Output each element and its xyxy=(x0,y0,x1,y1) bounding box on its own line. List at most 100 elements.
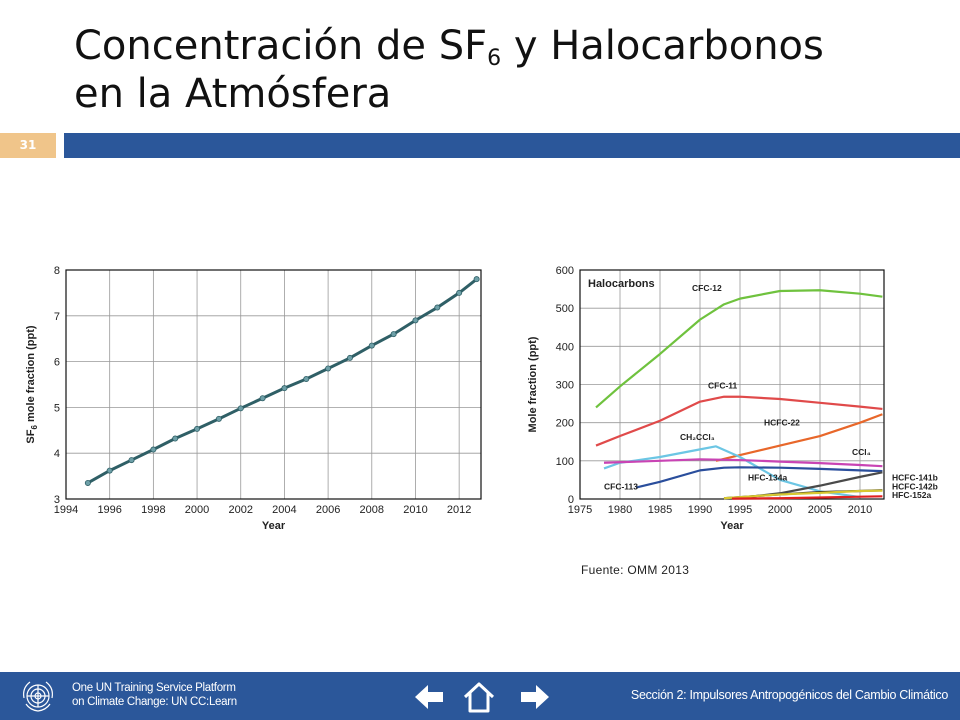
sf6-data-point xyxy=(368,342,375,349)
sf6-data-point xyxy=(346,354,353,361)
sf6-data-point xyxy=(172,435,179,442)
sf6-data-point xyxy=(303,376,310,383)
arrow-left-icon xyxy=(415,685,443,709)
slide-title: Concentración de SF6 y Halocarbonos en l… xyxy=(74,22,944,118)
x-tick-label: 1990 xyxy=(688,504,712,516)
x-tick-label: 2010 xyxy=(403,504,427,516)
home-icon xyxy=(463,682,495,713)
series-line xyxy=(595,289,883,409)
series-label: CH₂CCl₃ xyxy=(680,432,715,442)
source-caption: Fuente: OMM 2013 xyxy=(581,563,690,577)
y-tick-label: 5 xyxy=(54,402,60,414)
series-label: CFC-11 xyxy=(708,380,738,390)
y-tick-label: 7 xyxy=(54,311,60,323)
y-tick-label: 8 xyxy=(54,265,60,277)
series-line xyxy=(603,458,883,468)
y-tick-label: 0 xyxy=(568,494,574,506)
x-tick-label: 2012 xyxy=(447,504,471,516)
y-tick-label: 300 xyxy=(556,380,574,392)
sf6-data-point xyxy=(84,479,91,486)
arrow-right-icon xyxy=(521,685,549,709)
sf6-data-point xyxy=(215,415,222,422)
platform-line-2: on Climate Change: UN CC:Learn xyxy=(72,696,237,708)
series-line xyxy=(595,395,883,447)
slide-title-line-1: Concentración de SF6 y Halocarbonos xyxy=(74,22,944,70)
x-tick-label: 2000 xyxy=(185,504,209,516)
series-label: CCl₄ xyxy=(852,447,871,457)
un-emblem-icon xyxy=(23,681,53,712)
sf6-data-point xyxy=(456,289,463,296)
series-label: CFC-113 xyxy=(604,481,638,491)
home-button[interactable] xyxy=(462,680,496,714)
x-tick-label: 2004 xyxy=(272,504,296,516)
plot-frame xyxy=(579,269,885,500)
platform-line-1: One UN Training Service Platform xyxy=(72,682,236,694)
section-name: Sección 2: Impulsores Antropogénicos del… xyxy=(630,688,948,702)
y-tick-label: 100 xyxy=(556,456,574,468)
x-tick-label: 2006 xyxy=(316,504,340,516)
series-label: HFC-134a xyxy=(748,473,787,483)
previous-slide-button[interactable] xyxy=(412,680,446,714)
series-label: HCFC-141b xyxy=(892,473,938,483)
sf6-trend-line xyxy=(87,277,478,485)
sf6-data-point xyxy=(325,365,332,372)
x-tick-label: 1975 xyxy=(568,504,592,516)
sf6-chart: 1994 1996 1998 2000 2002 2004 2006 2008 2010 2012… xyxy=(18,258,498,548)
x-tick-label: 1994 xyxy=(54,504,78,516)
sf6-data-point xyxy=(194,425,201,432)
sf6-data-point xyxy=(128,457,135,464)
sf6-data-point xyxy=(106,467,113,474)
x-tick-label: 2000 xyxy=(768,504,792,516)
chart-title: Halocarbons xyxy=(588,278,655,290)
platform-name: One UN Training Service Platform on Clim… xyxy=(72,681,237,709)
title-underline-bar xyxy=(64,133,960,158)
y-tick-label: 6 xyxy=(54,357,60,369)
slide-title-line-2: en la Atmósfera xyxy=(74,71,392,117)
series-line xyxy=(723,489,883,500)
sf6-data-point xyxy=(473,276,480,283)
x-tick-label: 2008 xyxy=(360,504,384,516)
sf6-data-point xyxy=(434,304,441,311)
series-label: HCFC-142b xyxy=(892,481,938,491)
y-tick-label: 200 xyxy=(556,418,574,430)
title-text-main: Concentración de SF xyxy=(74,23,488,69)
sf6-data-point xyxy=(259,395,266,402)
series-line xyxy=(731,495,883,500)
y-tick-label: 4 xyxy=(54,448,60,460)
series-label: HFC-152a xyxy=(892,490,931,500)
y-axis-label: Mole fraction (ppt) xyxy=(527,336,539,432)
halocarbons-chart-svg: 1975 1980 1985 1990 1995 2000 2005 2010 0 100 200 3… xyxy=(527,265,938,532)
y-axis-label: SF6 mole fraction (ppt) xyxy=(25,325,39,443)
series-label: CFC-12 xyxy=(692,283,722,293)
y-tick-label: 400 xyxy=(556,341,574,353)
y-tick-label: 3 xyxy=(54,494,60,506)
x-tick-label: 1985 xyxy=(648,504,672,516)
x-axis-label: Year xyxy=(720,520,744,532)
plot-frame xyxy=(65,269,482,500)
footer-bar: One UN Training Service Platform on Clim… xyxy=(0,672,960,720)
x-tick-label: 1998 xyxy=(141,504,165,516)
x-tick-label: 2005 xyxy=(808,504,832,516)
x-tick-label: 1996 xyxy=(97,504,121,516)
x-axis-label: Year xyxy=(262,520,286,532)
slide-number: 31 xyxy=(0,133,56,158)
sf6-chart-svg: 1994 1996 1998 2000 2002 2004 2006 2008 2010 2012… xyxy=(25,265,482,532)
sf6-data-point xyxy=(390,331,397,338)
x-tick-label: 2002 xyxy=(228,504,252,516)
series-line xyxy=(603,445,861,499)
next-slide-button[interactable] xyxy=(518,680,552,714)
sf6-data-point xyxy=(150,446,157,453)
sf6-data-point xyxy=(237,405,244,412)
y-tick-label: 500 xyxy=(556,303,574,315)
title-text-rest: y Halocarbonos xyxy=(501,23,824,69)
series-label: HCFC-22 xyxy=(764,418,800,428)
x-tick-label: 1980 xyxy=(608,504,632,516)
title-subscript: 6 xyxy=(487,46,502,71)
sf6-data-point xyxy=(412,317,419,324)
halocarbons-chart: 1975 1980 1985 1990 1995 2000 2005 2010 0 100 200 3… xyxy=(520,258,960,548)
sf6-data-point xyxy=(281,385,288,392)
y-tick-label: 600 xyxy=(556,265,574,277)
series-line xyxy=(635,466,883,489)
x-tick-label: 1995 xyxy=(728,504,752,516)
x-tick-label: 2010 xyxy=(848,504,872,516)
